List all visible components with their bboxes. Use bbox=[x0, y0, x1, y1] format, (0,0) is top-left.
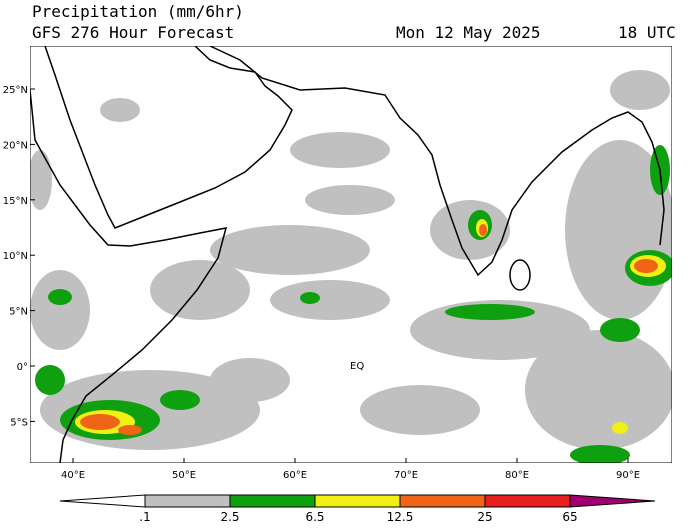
lat-label: 25°N bbox=[3, 85, 28, 96]
subtitle: GFS 276 Hour Forecast bbox=[32, 23, 234, 42]
legend-label: 25 bbox=[477, 510, 492, 524]
lat-label: 5°S bbox=[10, 417, 28, 428]
precip-intense bbox=[80, 224, 658, 435]
latitude-labels: 25°N 20°N 15°N 10°N 5°N 0° 5°S bbox=[3, 85, 35, 428]
coastline bbox=[30, 46, 665, 463]
legend-label: 2.5 bbox=[220, 510, 239, 524]
legend-swatch bbox=[399, 494, 486, 508]
lon-label: 90°E bbox=[616, 470, 640, 481]
lat-label: 5°N bbox=[9, 307, 28, 318]
color-legend: .1 2.5 6.5 12.5 25 65 bbox=[59, 494, 656, 524]
legend-swatch bbox=[484, 494, 571, 508]
lon-label: 60°E bbox=[283, 470, 307, 481]
lat-label: 20°N bbox=[3, 140, 28, 151]
date: Mon 12 May 2025 bbox=[396, 23, 541, 42]
legend-swatch bbox=[314, 494, 401, 508]
lat-label: 10°N bbox=[3, 251, 28, 262]
lon-label: 50°E bbox=[172, 470, 196, 481]
legend-arrow bbox=[59, 494, 146, 508]
legend-swatch bbox=[229, 494, 316, 508]
lat-label: 0° bbox=[17, 362, 28, 373]
legend-label: 6.5 bbox=[305, 510, 324, 524]
time: 18 UTC bbox=[618, 23, 676, 42]
map bbox=[30, 46, 672, 463]
lat-label: 15°N bbox=[3, 196, 28, 207]
lon-label: 40°E bbox=[61, 470, 85, 481]
equator-label: EQ bbox=[350, 361, 364, 372]
legend-swatch bbox=[144, 494, 231, 508]
title: Precipitation (mm/6hr) bbox=[32, 2, 244, 21]
longitude-labels: 40°E 50°E 60°E 70°E 80°E 90°E bbox=[61, 458, 640, 481]
legend-arrow bbox=[569, 494, 656, 508]
legend-label: 12.5 bbox=[387, 510, 414, 524]
lon-label: 80°E bbox=[505, 470, 529, 481]
legend-label: 65 bbox=[562, 510, 577, 524]
legend-label: .1 bbox=[139, 510, 150, 524]
lon-label: 70°E bbox=[394, 470, 418, 481]
